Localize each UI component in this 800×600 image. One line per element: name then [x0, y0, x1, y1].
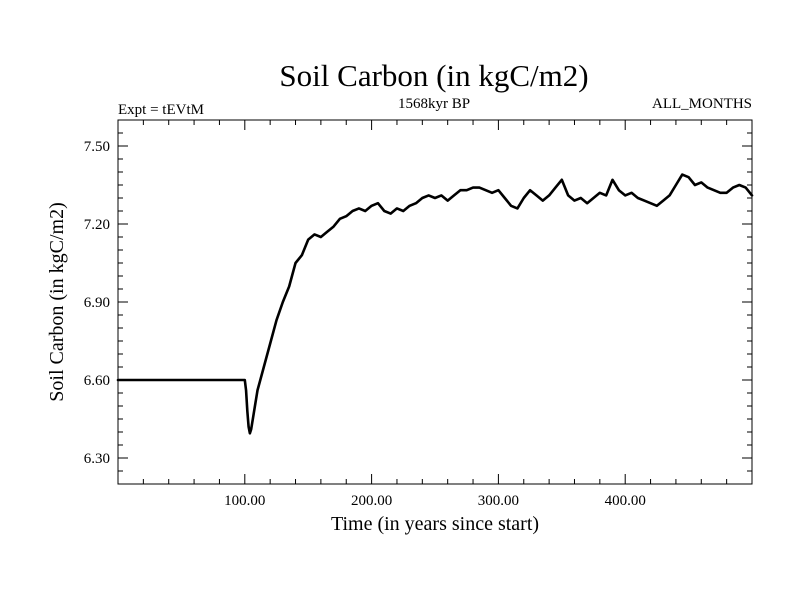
months-label: ALL_MONTHS	[652, 96, 752, 112]
minor-ticks	[118, 120, 752, 484]
chart-title: Soil Carbon (in kgC/m2)	[279, 58, 588, 93]
x-tick-label: 300.00	[478, 493, 519, 509]
x-tick-label: 100.00	[224, 493, 265, 509]
x-axis-label: Time (in years since start)	[331, 513, 539, 535]
y-tick-label: 6.90	[84, 295, 110, 311]
chart-subtitle: 1568kyr BP	[398, 96, 470, 112]
y-axis-ticks: 6.30 6.60 6.90 7.20 7.50	[84, 139, 752, 467]
series-layer	[116, 173, 754, 435]
y-tick-label: 7.50	[84, 139, 110, 155]
y-axis-label: Soil Carbon (in kgC/m2)	[46, 202, 68, 401]
x-tick-label: 400.00	[605, 493, 646, 509]
y-tick-label: 6.60	[84, 373, 110, 389]
plot-frame	[117, 119, 753, 485]
x-axis-ticks: 100.00 200.00 300.00 400.00	[224, 120, 646, 509]
soil-carbon-line	[116, 173, 754, 435]
y-tick-label: 7.20	[84, 217, 110, 233]
y-tick-label: 6.30	[84, 451, 110, 467]
x-tick-label: 200.00	[351, 493, 392, 509]
experiment-label: Expt = tEVtM	[118, 102, 204, 118]
